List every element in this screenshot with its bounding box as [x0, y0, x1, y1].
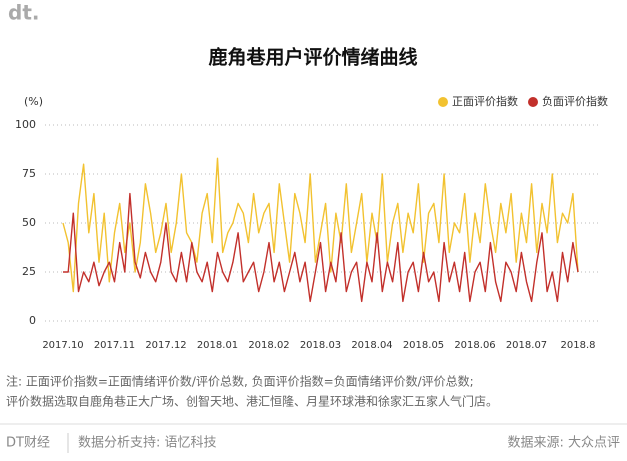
legend-marker	[438, 97, 448, 107]
x-tick-label: 2017.12	[145, 340, 186, 351]
note: 注: 正面评价指数=正面情绪评价数/评价总数, 负面评价指数=负面情绪评价数/评…	[6, 374, 474, 389]
x-tick-label: 2017.10	[42, 340, 83, 351]
y-tick-label: 0	[29, 314, 36, 327]
series-line	[63, 192, 579, 303]
x-tick-label: 2018.07	[506, 340, 547, 351]
x-tick-label: 2018.01	[197, 340, 238, 351]
x-tick-label: 2018.03	[300, 340, 341, 351]
logo: dt.	[8, 1, 39, 25]
x-tick-label: 2018.05	[403, 340, 444, 351]
footer-support: 数据分析支持: 语忆科技	[78, 435, 217, 451]
y-tick-label: 75	[22, 167, 36, 180]
y-tick-label: 25	[22, 265, 36, 278]
note: 评价数据选取自鹿角巷正大广场、创智天地、港汇恒隆、月星环球港和徐家汇五家人气门店…	[6, 394, 498, 409]
x-tick-label: 2017.11	[94, 340, 135, 351]
x-tick-label: 2018.06	[454, 340, 495, 351]
chart-title: 鹿角巷用户评价情绪曲线	[208, 46, 417, 69]
legend-label: 负面评价指数	[542, 94, 608, 108]
x-tick-label: 2018.02	[248, 340, 289, 351]
legend-label: 正面评价指数	[452, 94, 518, 108]
footer-source: 数据来源: 大众点评	[507, 436, 620, 451]
footer-brand: DT财经	[6, 436, 50, 451]
series-line	[62, 157, 579, 293]
y-axis-label: (%)	[24, 95, 43, 108]
x-tick-label: 2018.8	[561, 340, 596, 351]
legend-marker	[528, 97, 538, 107]
y-tick-label: 50	[22, 216, 36, 229]
y-tick-label: 100	[15, 118, 36, 131]
x-tick-label: 2018.04	[351, 340, 392, 351]
